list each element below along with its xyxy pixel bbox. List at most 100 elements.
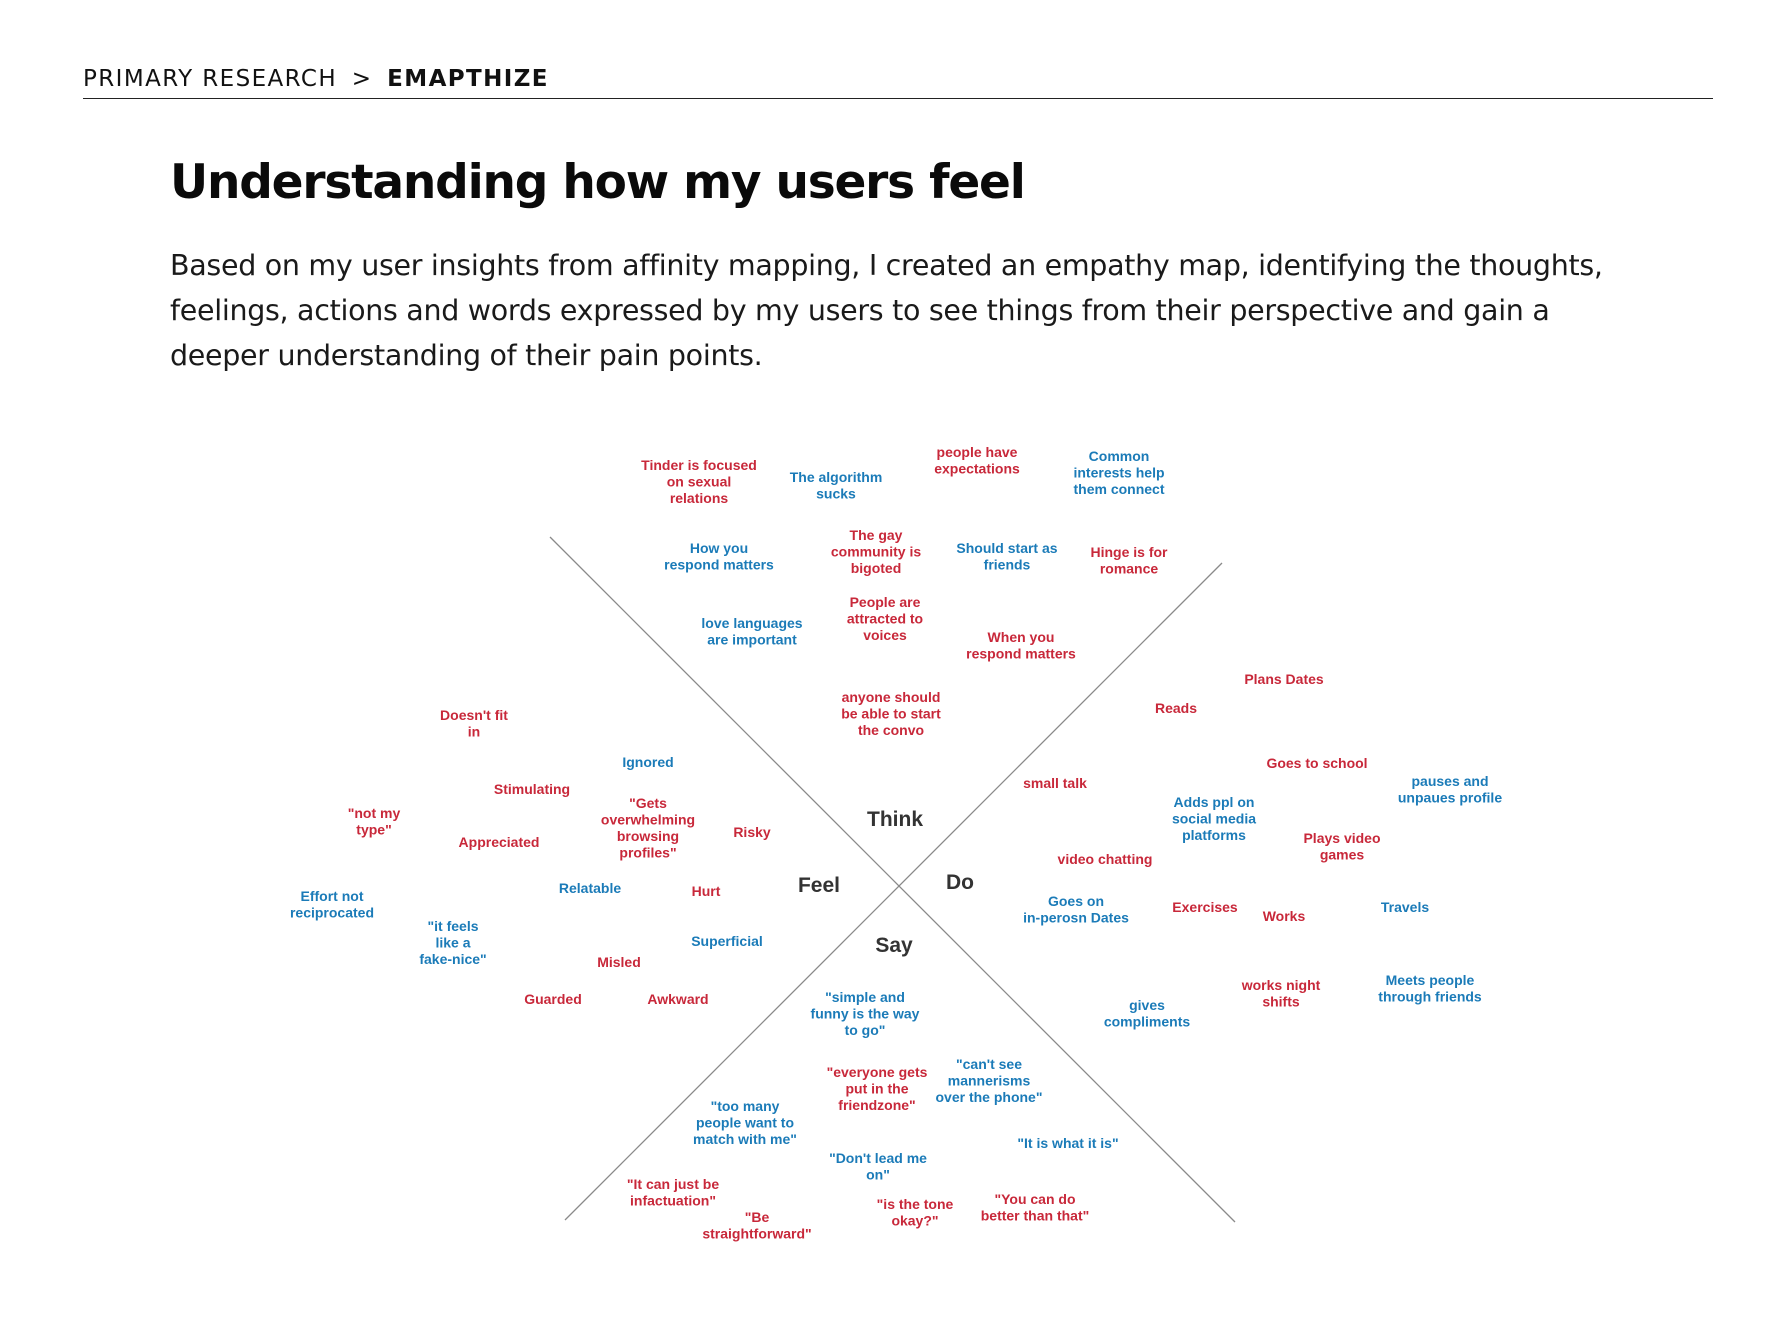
note-line: Goes to school: [1266, 755, 1367, 771]
note-line: profiles": [619, 845, 676, 861]
note-line: infactuation": [630, 1193, 716, 1209]
note-line: interests help: [1073, 465, 1164, 481]
note-do-better: "You can do better than that": [981, 1191, 1090, 1224]
page-title: Understanding how my users feel: [170, 155, 1026, 210]
note-line: love languages: [701, 615, 802, 631]
note-tinder-focused: Tinder is focused on sexual relations: [641, 457, 757, 506]
note-start-as-friends: Should start as friends: [956, 540, 1057, 573]
note-line: Stimulating: [494, 781, 570, 797]
note-line: straightforward": [702, 1226, 811, 1242]
note-line: them connect: [1073, 481, 1164, 497]
note-line: type": [356, 822, 391, 838]
note-line: Doesn't fit: [440, 707, 508, 723]
note-line: "it feels: [428, 918, 479, 934]
note-line: pauses and: [1411, 773, 1488, 789]
breadcrumb-current: EMAPTHIZE: [387, 66, 549, 92]
note-superficial: Superficial: [691, 933, 763, 949]
note-line: respond matters: [664, 557, 774, 573]
note-line: "everyone gets: [827, 1064, 928, 1080]
note-line: platforms: [1182, 827, 1246, 843]
note-line: "not my: [348, 805, 401, 821]
note-line: "simple and: [825, 989, 905, 1005]
note-doesnt-fit-in: Doesn't fit in: [440, 707, 508, 740]
note-line: mannerisms: [948, 1073, 1031, 1089]
note-line: "is the tone: [877, 1196, 954, 1212]
note-line: Superficial: [691, 933, 763, 949]
quadrant-label-say: Say: [875, 934, 913, 957]
note-infatuation: "It can just be infactuation": [627, 1176, 719, 1209]
note-line: Plays video: [1303, 830, 1380, 846]
note-line: Ignored: [622, 754, 673, 770]
note-attracted-voices: People are attracted to voices: [847, 594, 923, 643]
note-line: The algorithm: [790, 469, 883, 485]
empathy-notes: Tinder is focused on sexual relations The a…: [290, 444, 1502, 1242]
breadcrumb: PRIMARY RESEARCH > EMAPTHIZE: [83, 66, 549, 92]
note-line: People are: [850, 594, 921, 610]
note-line: games: [1320, 847, 1365, 863]
note-meets-people: Meets people through friends: [1378, 972, 1482, 1005]
note-line: browsing: [617, 828, 679, 844]
note-line: on sexual: [667, 474, 732, 490]
note-line: friends: [984, 557, 1031, 573]
note-line: in-perosn Dates: [1023, 910, 1129, 926]
note-video-chatting: video chatting: [1058, 851, 1153, 867]
note-hurt: Hurt: [692, 883, 721, 899]
note-works: Works: [1263, 908, 1306, 924]
note-line: Guarded: [524, 991, 582, 1007]
note-line: Effort not: [301, 888, 364, 904]
note-line: respond matters: [966, 646, 1076, 662]
note-line: gives: [1129, 997, 1165, 1013]
note-fake-nice: "it feels like a fake-nice": [419, 918, 486, 967]
note-hinge-romance: Hinge is for romance: [1090, 544, 1168, 577]
note-line: Adds ppl on: [1174, 794, 1255, 810]
note-line: Exercises: [1172, 899, 1238, 915]
map-axes: [549, 536, 1236, 1223]
note-line: reciprocated: [290, 905, 374, 921]
note-effort-not-reciprocated: Effort not reciprocated: [290, 888, 374, 921]
note-line: bigoted: [851, 560, 902, 576]
quadrant-label-feel: Feel: [798, 874, 840, 897]
note-line: How you: [690, 540, 748, 556]
breadcrumb-section[interactable]: PRIMARY RESEARCH: [83, 66, 338, 92]
intro-paragraph: Based on my user insights from affinity …: [170, 249, 1603, 372]
note-line: voices: [863, 627, 907, 643]
note-line: Meets people: [1386, 972, 1475, 988]
note-love-languages: love languages are important: [701, 615, 802, 648]
quadrant-label-think: Think: [867, 808, 923, 831]
note-line: expectations: [934, 461, 1020, 477]
note-how-you-respond: How you respond matters: [664, 540, 774, 573]
note-line: compliments: [1104, 1014, 1191, 1030]
note-line: better than that": [981, 1208, 1090, 1224]
note-line: "It can just be: [627, 1176, 719, 1192]
note-line: Hurt: [692, 883, 721, 899]
note-line: Plans Dates: [1244, 671, 1324, 687]
note-line: to go": [845, 1022, 886, 1038]
note-ignored: Ignored: [622, 754, 673, 770]
note-line: community is: [831, 544, 921, 560]
note-stimulating: Stimulating: [494, 781, 570, 797]
note-line: okay?": [891, 1213, 938, 1229]
quadrant-label-do: Do: [946, 871, 974, 894]
note-simple-and-funny: "simple and funny is the way to go": [811, 989, 920, 1038]
note-line: video chatting: [1058, 851, 1153, 867]
note-line: shifts: [1262, 994, 1300, 1010]
note-line: Relatable: [559, 880, 621, 896]
note-exercises: Exercises: [1172, 899, 1238, 915]
note-it-is-what-it-is: "It is what it is": [1017, 1135, 1118, 1151]
note-travels: Travels: [1381, 899, 1429, 915]
note-line: Travels: [1381, 899, 1429, 915]
note-line: overwhelming: [601, 812, 695, 828]
note-relatable: Relatable: [559, 880, 621, 896]
note-line: Misled: [597, 954, 641, 970]
axis-line-descending: [549, 536, 1236, 1223]
note-friendzone: "everyone gets put in the friendzone": [827, 1064, 928, 1113]
note-mannerisms: "can't see mannerisms over the phone": [936, 1056, 1043, 1105]
note-line: Should start as: [956, 540, 1057, 556]
note-line: Risky: [733, 824, 771, 840]
note-line: fake-nice": [419, 951, 486, 967]
note-line: funny is the way: [811, 1006, 920, 1022]
note-line: "Gets: [629, 795, 667, 811]
note-line: "Be: [745, 1209, 770, 1225]
note-line: over the phone": [936, 1089, 1043, 1105]
